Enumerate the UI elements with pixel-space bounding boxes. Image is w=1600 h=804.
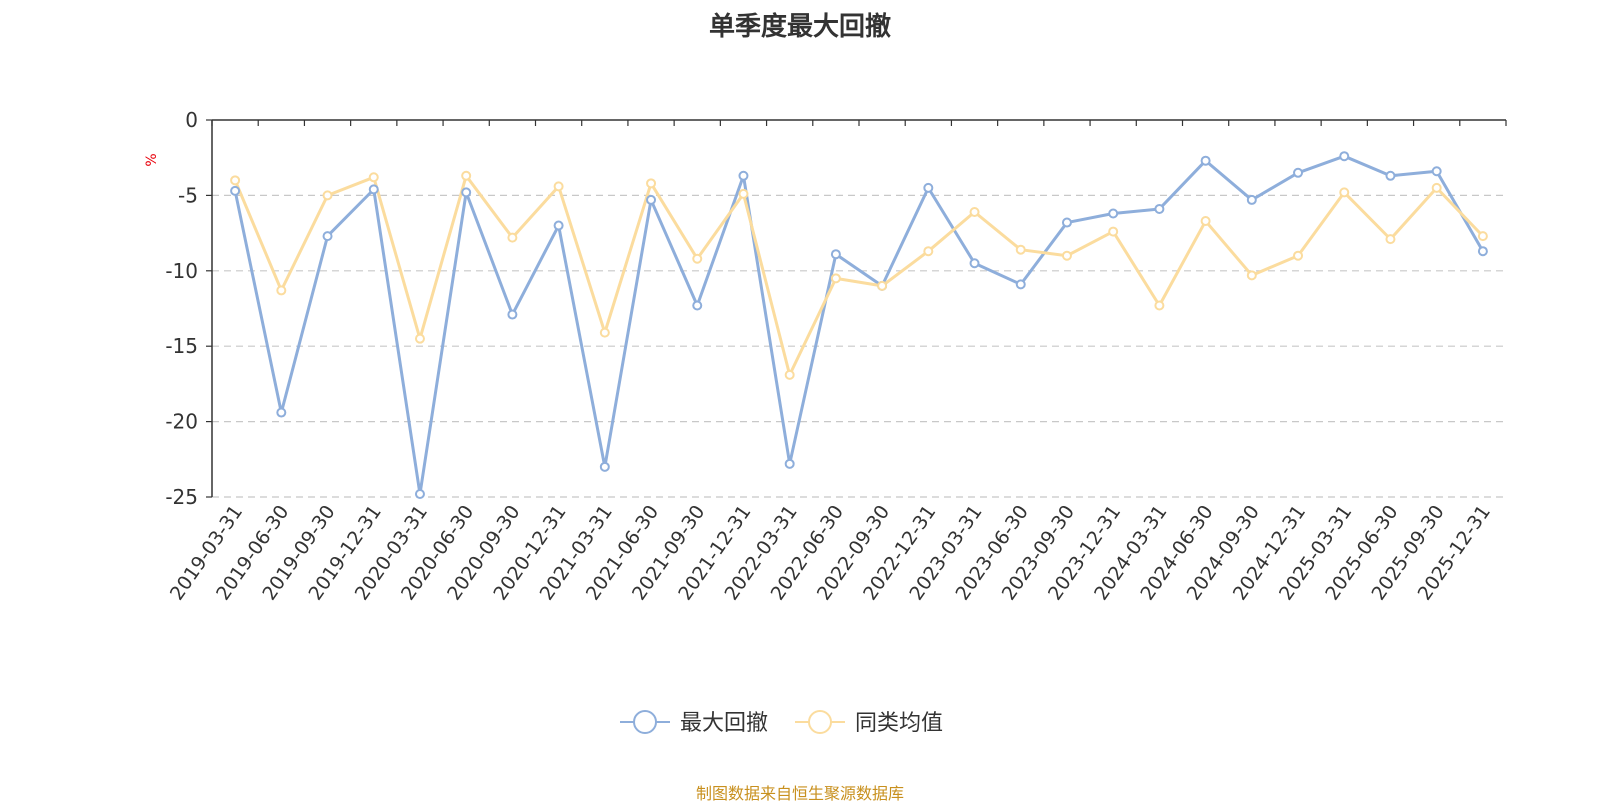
legend[interactable]: 最大回撤 同类均值 — [620, 710, 943, 736]
data-point — [1385, 170, 1396, 181]
data-point — [692, 300, 703, 311]
data-point — [368, 184, 379, 195]
data-point — [738, 188, 749, 199]
y-tick-label: -5 — [178, 183, 198, 207]
data-point — [461, 187, 472, 198]
data-point — [1061, 217, 1072, 228]
data-point — [1154, 300, 1165, 311]
data-point — [1015, 279, 1026, 290]
data-point — [599, 327, 610, 338]
data-point — [1431, 182, 1442, 193]
data-point — [1477, 246, 1488, 257]
data-point — [1293, 167, 1304, 178]
data-point — [1061, 250, 1072, 261]
data-point — [276, 285, 287, 296]
axes: 0-5-10-15-20-252019-03-312019-06-302019-… — [165, 108, 1507, 604]
data-point — [1477, 231, 1488, 242]
data-point — [830, 273, 841, 284]
data-point — [1246, 194, 1257, 205]
data-point — [1293, 250, 1304, 261]
data-point — [368, 172, 379, 183]
data-source-note: 制图数据来自恒生聚源数据库 — [695, 784, 904, 803]
data-point — [1154, 203, 1165, 214]
data-point — [276, 407, 287, 418]
data-point — [507, 232, 518, 243]
data-point — [646, 194, 657, 205]
y-tick-label: -15 — [165, 334, 198, 358]
legend-marker-icon — [633, 710, 657, 734]
data-point — [1339, 187, 1350, 198]
y-tick-label: 0 — [185, 108, 198, 132]
legend-label: 同类均值 — [855, 711, 943, 736]
data-point — [969, 258, 980, 269]
data-point — [877, 280, 888, 291]
grid-lines — [212, 194, 1506, 498]
legend-item[interactable]: 同类均值 — [795, 710, 943, 736]
series-group — [230, 151, 1488, 499]
data-point — [738, 170, 749, 181]
data-point — [599, 461, 610, 472]
data-point — [1339, 151, 1350, 162]
data-point — [322, 190, 333, 201]
y-tick-label: -25 — [165, 485, 198, 509]
legend-item[interactable]: 最大回撤 — [620, 710, 768, 736]
data-point — [414, 488, 425, 499]
data-point — [692, 253, 703, 264]
series-line — [233, 174, 1484, 377]
data-point — [322, 231, 333, 242]
legend-label: 最大回撤 — [680, 711, 768, 736]
chart-title: 单季度最大回撤 — [708, 12, 891, 42]
y-axis-unit-label: % — [144, 153, 160, 166]
data-point — [1108, 226, 1119, 237]
data-point — [414, 333, 425, 344]
data-point — [1385, 234, 1396, 245]
data-point — [553, 181, 564, 192]
legend-marker-icon — [808, 710, 832, 734]
data-point — [461, 170, 472, 181]
data-point — [830, 249, 841, 260]
data-point — [969, 206, 980, 217]
y-tick-label: -10 — [165, 259, 198, 283]
data-point — [923, 182, 934, 193]
data-point — [507, 309, 518, 320]
series-line — [233, 154, 1485, 496]
data-point — [1246, 270, 1257, 281]
data-point — [1015, 244, 1026, 255]
data-point — [923, 246, 934, 257]
data-point — [230, 185, 241, 196]
data-point — [1108, 208, 1119, 219]
data-point — [1200, 216, 1211, 227]
data-point — [553, 220, 564, 231]
data-point — [784, 369, 795, 380]
data-point — [1200, 155, 1211, 166]
y-tick-label: -20 — [165, 410, 198, 434]
data-point — [784, 458, 795, 469]
data-point — [230, 175, 241, 186]
data-point — [646, 178, 657, 189]
data-point — [1431, 166, 1442, 177]
